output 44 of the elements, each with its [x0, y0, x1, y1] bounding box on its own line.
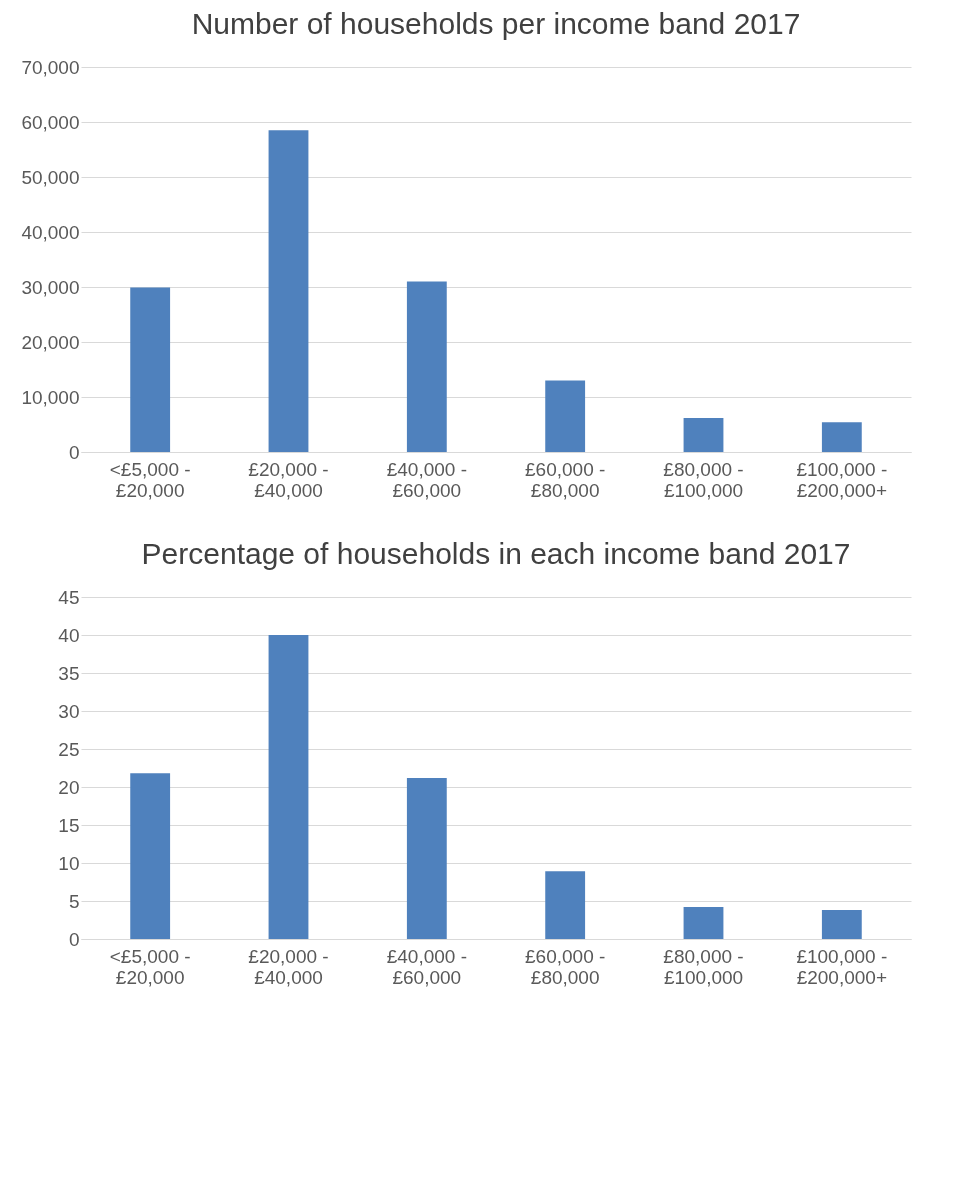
x-tick-label: £100,000 - £200,000+: [796, 945, 888, 988]
y-tick-label: 35: [58, 662, 80, 684]
y-tick-label: 60,000: [21, 111, 80, 133]
y-tick-label: 15: [58, 814, 80, 836]
x-tick-label: £40,000 - £60,000: [386, 945, 467, 988]
x-tick-label: £80,000 - £100,000: [663, 945, 744, 988]
bar: [406, 281, 447, 452]
y-tick-label: 45: [58, 586, 80, 608]
chart-title: Number of households per income band 2017: [191, 7, 801, 40]
bar: [821, 422, 862, 452]
x-tick-label: £60,000 - £80,000: [525, 458, 606, 501]
x-tick-label: £60,000 - £80,000: [525, 945, 606, 988]
x-tick-label: £40,000 - £60,000: [386, 458, 467, 501]
bar: [821, 910, 862, 939]
y-tick-label: 0: [68, 928, 80, 950]
y-tick-label: 10: [58, 852, 80, 874]
y-tick-label: 50,000: [21, 166, 80, 188]
y-tick-label: 25: [58, 738, 80, 760]
bar: [683, 417, 724, 452]
bar: [683, 907, 724, 939]
chart-title: Percentage of households in each income band 2017: [141, 537, 851, 570]
y-tick-label: 5: [68, 890, 80, 912]
bar: [545, 380, 586, 452]
bar: [545, 871, 586, 939]
y-tick-label: 30: [58, 700, 80, 722]
y-tick-label: 10,000: [21, 386, 80, 408]
y-tick-label: 20,000: [21, 331, 80, 353]
y-tick-label: 0: [68, 441, 80, 463]
x-tick-label: <£5,000 - £20,000: [109, 945, 191, 988]
y-tick-label: 40,000: [21, 221, 80, 243]
bar: [130, 773, 171, 939]
y-tick-label: 70,000: [21, 56, 80, 78]
x-tick-label: £100,000 - £200,000+: [796, 458, 888, 501]
x-tick-label: £80,000 - £100,000: [663, 458, 744, 501]
bar: [268, 130, 309, 452]
bar: [130, 287, 171, 452]
y-tick-label: 40: [58, 624, 80, 646]
x-tick-label: £20,000 - £40,000: [248, 458, 329, 501]
x-tick-label: £20,000 - £40,000: [248, 945, 329, 988]
bar: [406, 777, 447, 939]
bar: [268, 635, 309, 939]
y-tick-label: 20: [58, 776, 80, 798]
y-tick-label: 30,000: [21, 276, 80, 298]
x-tick-label: <£5,000 - £20,000: [109, 458, 191, 501]
